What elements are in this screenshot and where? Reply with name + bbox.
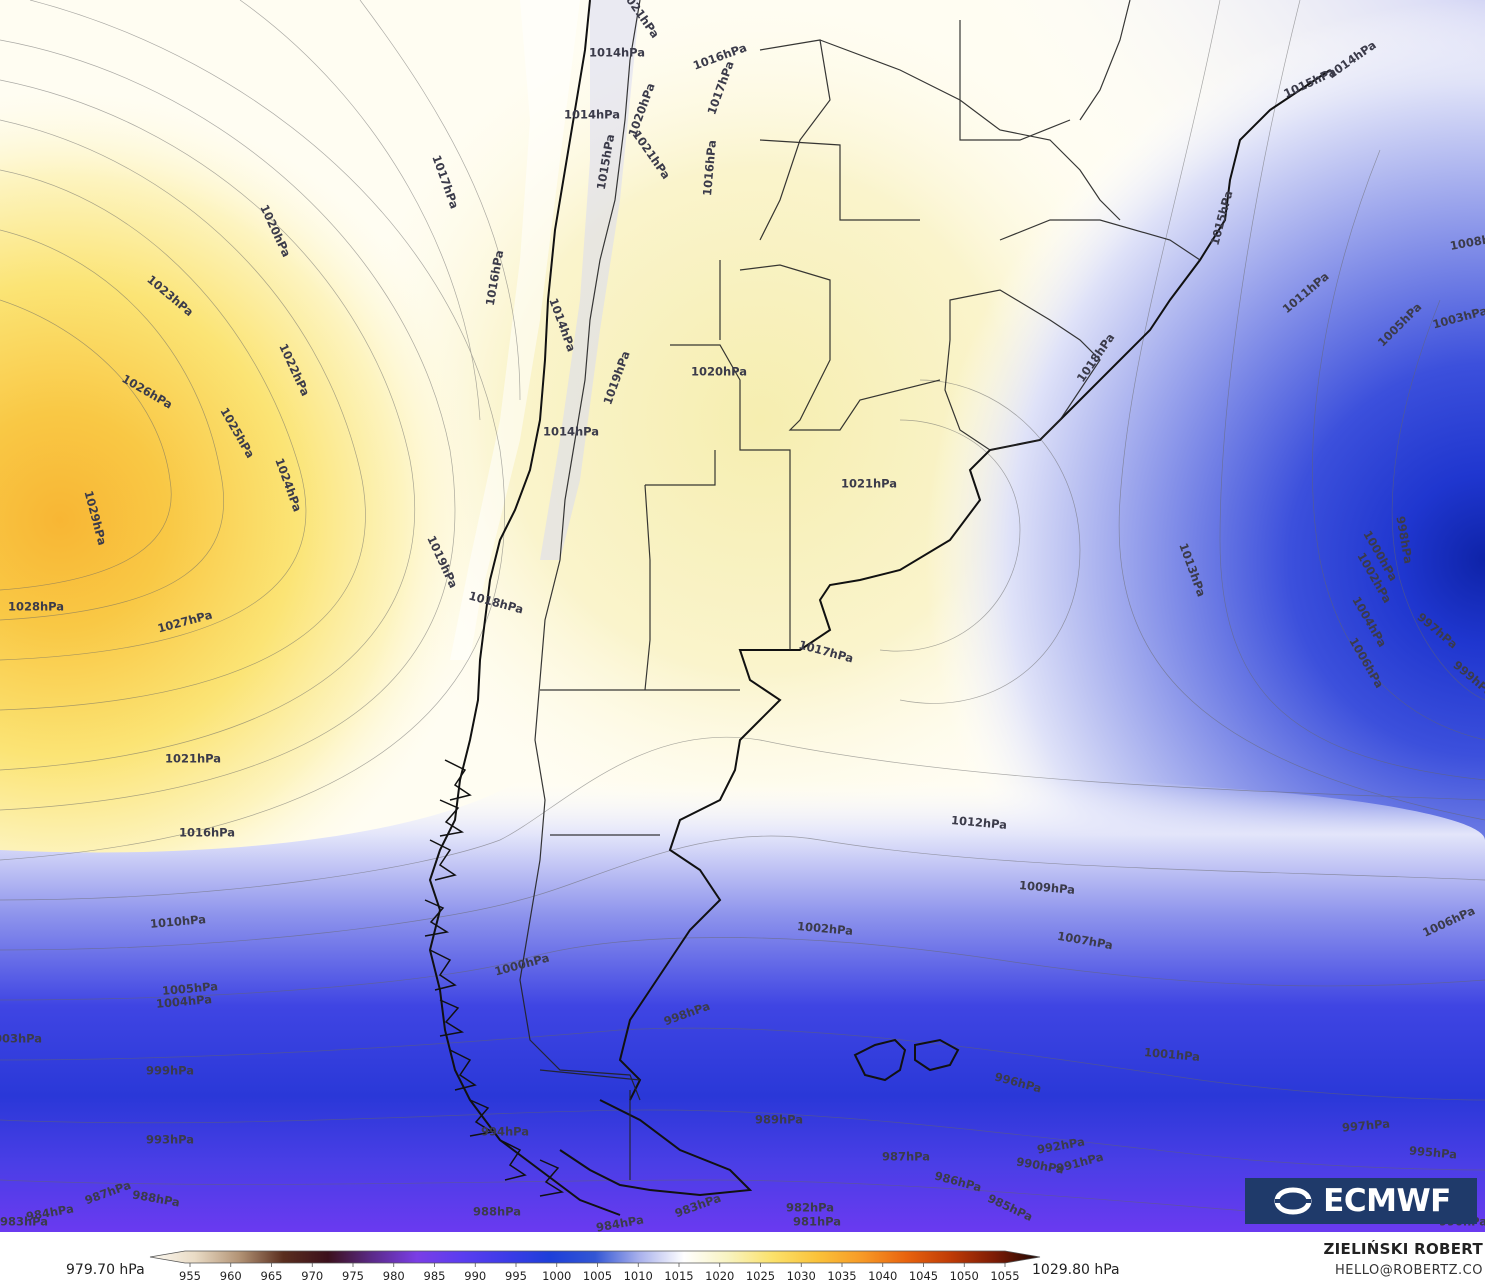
scale-tick-label: 1035	[827, 1269, 856, 1283]
scale-tick-label: 1030	[787, 1269, 816, 1283]
coastlines	[428, 0, 1331, 1216]
map-canvas: 1021hPa 1014hPa 1016hPa 1017hPa 1020hPa 1014h…	[0, 0, 1485, 1232]
isobar-label: 1004hPa	[155, 992, 212, 1011]
isobar-label: 1010hPa	[149, 912, 206, 931]
scale-tick-label: 980	[383, 1269, 405, 1283]
isobar-label: 1028hPa	[8, 600, 64, 614]
ecmwf-emblem-icon	[1274, 1187, 1312, 1215]
isobar-label: 994hPa	[481, 1125, 529, 1139]
chile-archipelago	[424, 759, 565, 1197]
scale-tick-label: 1040	[868, 1269, 897, 1283]
color-scale: 955 960 965 970 975 980 985 990 995 1000 1005 1010 1…	[149, 1250, 1041, 1283]
scale-tick-label: 1015	[664, 1269, 693, 1283]
isobar-label: 997hPa	[1341, 1116, 1390, 1134]
scale-tick-label: 1020	[705, 1269, 734, 1283]
isobar-label: 983hPa	[0, 1215, 48, 1229]
falkland-islands	[853, 1038, 960, 1082]
isobar-label: 1020hPa	[691, 365, 747, 379]
scale-tick-label: 995	[505, 1269, 527, 1283]
isobar-label: 1002hPa	[797, 919, 854, 938]
isobar-label: 1014hPa	[564, 108, 620, 122]
borders	[519, 0, 1201, 1180]
isobar-label: 1014hPa	[589, 46, 645, 60]
isobar-label: 1016hPa	[179, 826, 235, 840]
scale-tick-label: 975	[342, 1269, 364, 1283]
isobar-label: 995hPa	[1408, 1143, 1457, 1161]
color-scale-bar	[149, 1250, 1041, 1264]
author-credit: ZIELIŃSKI ROBERT	[1323, 1240, 1483, 1258]
scale-tick-label: 955	[179, 1269, 201, 1283]
scale-tick-label: 1025	[746, 1269, 775, 1283]
scale-tick-label: 990	[464, 1269, 486, 1283]
color-scale-ticks: 955 960 965 970 975 980 985 990 995 1000 1005 1010 1…	[179, 1263, 1020, 1283]
scale-tick-label: 970	[301, 1269, 323, 1283]
scale-tick-label: 1045	[909, 1269, 938, 1283]
isobar-lines	[0, 0, 1485, 1216]
scale-min-label: 979.70 hPa	[66, 1262, 145, 1278]
scale-tick-label: 965	[261, 1269, 283, 1283]
isobar-label: 1008h	[1449, 232, 1485, 253]
isobar-label: 989hPa	[755, 1113, 803, 1127]
scale-tick-label: 1010	[624, 1269, 653, 1283]
isobar-label: 981hPa	[793, 1215, 841, 1229]
isobar-label: 1001hPa	[1144, 1045, 1201, 1064]
footer: 955 960 965 970 975 980 985 990 995 1000 1005 1010 1…	[0, 1232, 1485, 1287]
isobar-label: 1005hPa	[161, 979, 218, 998]
isobar-label: 999hPa	[146, 1064, 194, 1078]
isobar-label: 1021hPa	[841, 477, 897, 491]
isobar-label: 988hPa	[473, 1205, 521, 1219]
ecmwf-logo: ECMWF	[1245, 1178, 1477, 1224]
isobar-label: 993hPa	[146, 1133, 194, 1147]
isobar-label: 982hPa	[786, 1201, 834, 1215]
scale-tick-label: 1055	[990, 1269, 1019, 1283]
scale-tick-label: 1050	[950, 1269, 979, 1283]
isobar-label: 1016hPa	[700, 139, 719, 196]
isobar-label: 987hPa	[882, 1150, 930, 1164]
scale-tick-label: 1000	[542, 1269, 571, 1283]
isobar-label: 1014hPa	[543, 425, 599, 439]
isobar-label: 003hPa	[0, 1032, 42, 1046]
scale-tick-label: 1005	[583, 1269, 612, 1283]
scale-tick-label: 985	[424, 1269, 446, 1283]
isobar-label: 1009hPa	[1019, 878, 1076, 897]
author-email: HELLO@ROBERTZ.CO	[1334, 1263, 1483, 1278]
isobar-label: 1021hPa	[165, 752, 221, 766]
scale-tick-label: 960	[220, 1269, 242, 1283]
ecmwf-logo-text: ECMWF	[1323, 1183, 1451, 1219]
isobar-label: 1012hPa	[951, 813, 1008, 832]
scale-max-label: 1029.80 hPa	[1032, 1262, 1120, 1278]
